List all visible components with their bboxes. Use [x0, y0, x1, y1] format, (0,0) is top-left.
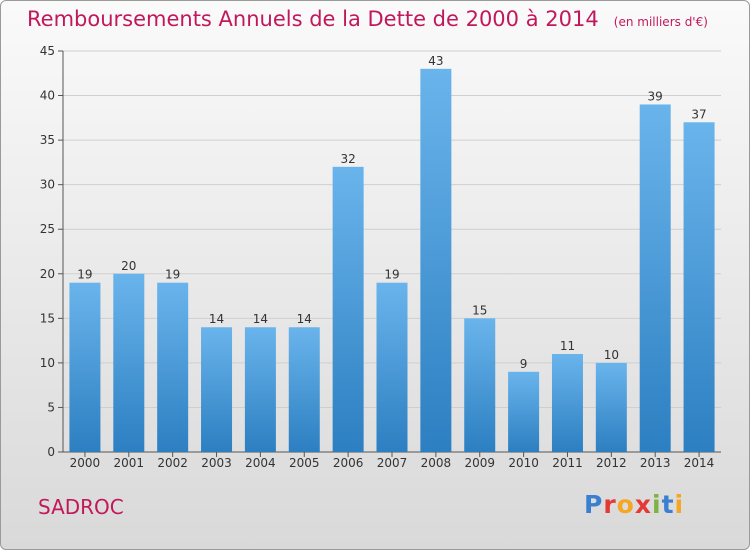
- data-label-2007: 19: [384, 268, 399, 282]
- y-tick-label: 45: [40, 44, 55, 58]
- y-tick-label: 15: [40, 311, 55, 325]
- bar-2012: [595, 362, 627, 452]
- x-tick-label: 2013: [640, 456, 671, 470]
- chart-unit: (en milliers d'€): [613, 15, 708, 29]
- x-tick-label: 2014: [684, 456, 715, 470]
- data-label-2006: 32: [340, 152, 355, 166]
- data-label-2010: 9: [520, 357, 528, 371]
- data-label-2002: 19: [165, 268, 180, 282]
- data-label-2009: 15: [472, 303, 487, 317]
- bars: [69, 68, 715, 453]
- bar-2003: [201, 327, 233, 452]
- data-label-2000: 19: [77, 268, 92, 282]
- x-tick-label: 2005: [289, 456, 320, 470]
- x-tick-label: 2011: [552, 456, 583, 470]
- x-tick-label: 2003: [201, 456, 232, 470]
- logo-letter: o: [616, 490, 635, 519]
- data-label-2004: 14: [253, 312, 268, 326]
- axes: 0 5 10 15 20 25 30 35 40 45 2000 2001 2002 2003 2004 20…: [40, 44, 721, 470]
- logo-letter: x: [634, 490, 652, 519]
- logo-letter: i: [674, 490, 685, 519]
- bar-2009: [464, 318, 496, 452]
- bar-2001: [113, 273, 145, 452]
- bar-2006: [332, 166, 364, 452]
- y-tick-label: 25: [40, 222, 55, 236]
- logo-letter: t: [661, 490, 675, 519]
- data-label-2013: 39: [648, 89, 663, 103]
- bar-2000: [69, 282, 101, 452]
- data-label-2008: 43: [428, 54, 443, 68]
- x-tick-label: 2000: [70, 456, 101, 470]
- logo-letter: i: [652, 490, 662, 519]
- bar-2004: [244, 327, 276, 452]
- y-tick-label: 35: [40, 133, 55, 147]
- chart-title: Remboursements Annuels de la Dette de 20…: [27, 7, 599, 31]
- data-label-2014: 37: [691, 107, 706, 121]
- data-label-2005: 14: [297, 312, 312, 326]
- data-label-2003: 14: [209, 312, 224, 326]
- logo-letter: r: [603, 490, 617, 519]
- y-tick-label: 40: [40, 89, 55, 103]
- logo-letter: P: [584, 490, 604, 519]
- bar-2005: [288, 327, 320, 452]
- data-label-2011: 11: [560, 339, 575, 353]
- x-tick-label: 2004: [245, 456, 276, 470]
- proxiti-logo: Proxiti: [584, 490, 684, 519]
- y-tick-label: 10: [40, 356, 55, 370]
- y-tick-label: 30: [40, 178, 55, 192]
- bar-2013: [639, 104, 671, 452]
- x-tick-label: 2008: [421, 456, 452, 470]
- x-tick-label: 2007: [377, 456, 408, 470]
- bar-2002: [157, 282, 189, 452]
- y-tick-label: 5: [47, 400, 55, 414]
- bar-2011: [551, 353, 583, 452]
- x-tick-label: 2002: [157, 456, 188, 470]
- y-tick-label: 20: [40, 267, 55, 281]
- x-tick-label: 2010: [508, 456, 539, 470]
- bar-2014: [683, 122, 715, 453]
- x-tick-label: 2006: [333, 456, 364, 470]
- chart-header: Remboursements Annuels de la Dette de 20…: [27, 7, 708, 31]
- x-tick-label: 2009: [464, 456, 495, 470]
- bar-2007: [376, 282, 408, 452]
- x-tick-label: 2001: [114, 456, 145, 470]
- y-tick-label: 0: [47, 445, 55, 459]
- x-tick-label: 2012: [596, 456, 627, 470]
- commune-name: SADROC: [38, 495, 124, 519]
- bar-2010: [508, 371, 540, 452]
- data-label-2001: 20: [121, 259, 136, 273]
- data-labels: 19 20 19 14 14 14 32 19 43 15 9 11 10 39 37: [77, 54, 706, 371]
- bar-2008: [420, 68, 452, 453]
- data-label-2012: 10: [604, 348, 619, 362]
